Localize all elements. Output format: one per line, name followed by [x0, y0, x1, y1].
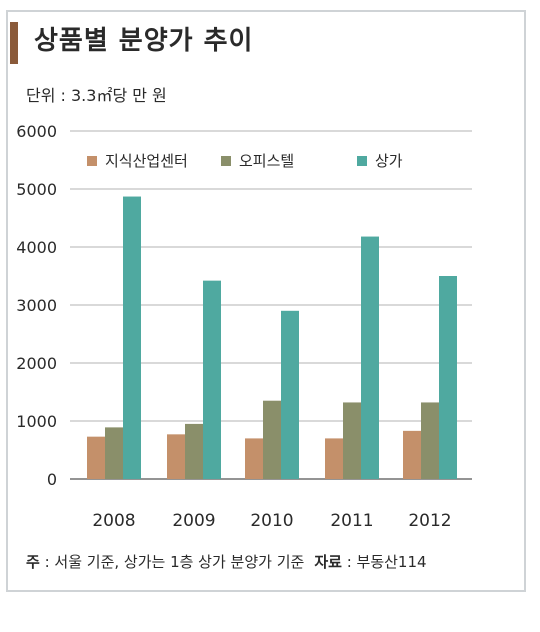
bar-retail — [281, 310, 299, 479]
footnote: 주 : 서울 기준, 상가는 1층 상가 분양가 기준 자료 : 부동산114 — [26, 551, 427, 572]
bar-retail — [203, 280, 221, 479]
chart-title: 상품별 분양가 추이 — [34, 26, 254, 56]
footnote-source-text: : 부동산114 — [341, 553, 427, 571]
bar-officetel — [343, 402, 361, 479]
y-tick-label: 2000 — [16, 354, 57, 373]
legend-label: 상가 — [375, 152, 403, 170]
legend-swatch — [221, 156, 231, 166]
x-tick-label: 2010 — [250, 511, 293, 531]
unit-label: 단위 : 3.3㎡당 만 원 — [26, 86, 167, 105]
x-tick-label: 2011 — [330, 511, 373, 531]
bar-officetel — [421, 402, 439, 479]
bar-retail — [439, 276, 457, 479]
x-tick-label: 2012 — [408, 511, 451, 531]
legend-swatch — [87, 156, 97, 166]
bar-layer — [87, 196, 457, 480]
bar-officetel — [185, 423, 203, 479]
footnote-note-label: 주 — [26, 553, 40, 571]
y-tick-label: 0 — [47, 470, 57, 489]
y-tick-label: 4000 — [16, 238, 57, 257]
bar-knowledge-center — [403, 430, 421, 479]
footnote-note-text: : 서울 기준, 상가는 1층 상가 분양가 기준 — [39, 553, 305, 571]
bar-officetel — [263, 400, 281, 479]
y-tick-label: 1000 — [16, 412, 57, 431]
legend-label: 오피스텔 — [239, 152, 294, 170]
axis-layer: 0 1000 2000 3000 4000 5000 6000 2008 2009 2010 201… — [16, 122, 451, 531]
y-tick-label: 3000 — [16, 296, 57, 315]
legend-swatch — [357, 156, 367, 166]
bar-officetel — [105, 427, 123, 479]
footnote-source-label: 자료 — [314, 553, 342, 571]
bar-knowledge-center — [325, 438, 343, 479]
bar-retail — [361, 236, 379, 479]
bar-knowledge-center — [245, 438, 263, 479]
title-accent-bar — [10, 22, 18, 64]
legend-label: 지식산업센터 — [105, 152, 188, 170]
x-tick-label: 2008 — [92, 511, 135, 531]
bar-knowledge-center — [87, 436, 105, 479]
bar-knowledge-center — [167, 434, 185, 479]
x-tick-label: 2009 — [172, 511, 215, 531]
y-tick-label: 5000 — [16, 180, 57, 199]
legend-layer: 지식산업센터 오피스텔 상가 — [87, 152, 403, 170]
bar-retail — [123, 196, 141, 480]
y-tick-label: 6000 — [16, 122, 57, 141]
